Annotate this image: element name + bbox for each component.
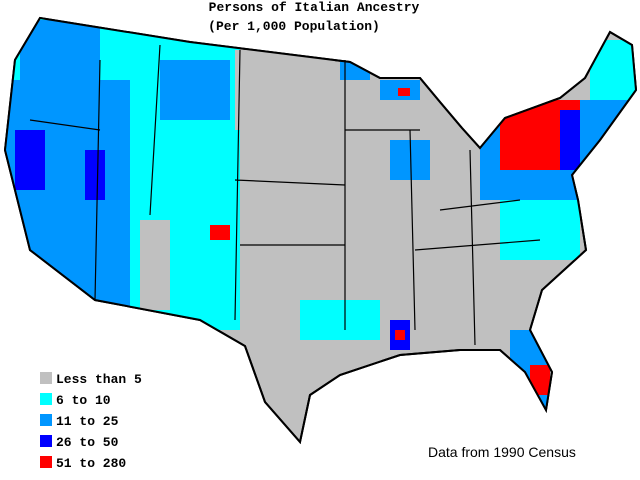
source-note: Data from 1990 Census — [428, 444, 576, 460]
legend-swatch — [40, 456, 52, 468]
legend-label: 11 to 25 — [56, 414, 119, 429]
legend-label: Less than 5 — [56, 372, 142, 387]
legend-label: 26 to 50 — [56, 435, 119, 450]
legend-swatch — [40, 372, 52, 384]
legend-label: 51 to 280 — [56, 456, 126, 471]
legend-swatch — [40, 393, 52, 405]
legend-swatch — [40, 435, 52, 447]
legend: Less than 5 6 to 10 11 to 25 26 to 50 51 to … — [40, 372, 142, 471]
map-title: Persons of Italian Ancestry — [209, 0, 420, 15]
state-borders — [29, 44, 541, 346]
legend-label: 6 to 10 — [56, 393, 111, 408]
legend-swatch — [40, 414, 52, 426]
county-shading — [5, 18, 636, 410]
map-subtitle: (Per 1,000 Population) — [208, 19, 380, 34]
us-map — [3, 16, 638, 445]
